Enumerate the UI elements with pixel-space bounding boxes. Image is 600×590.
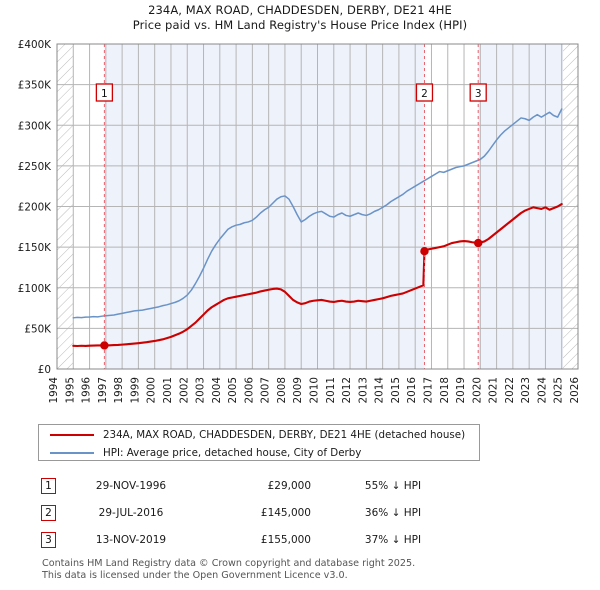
svg-text:£250K: £250K [18,161,52,173]
table-row: 3 13-NOV-2019 £155,000 37% ↓ HPI [41,526,471,553]
title-line-1: 234A, MAX ROAD, CHADDESDEN, DERBY, DE21 … [148,3,452,17]
svg-text:2006: 2006 [243,377,255,403]
svg-text:1996: 1996 [81,377,93,403]
svg-text:2010: 2010 [309,377,321,403]
svg-text:£350K: £350K [18,80,52,92]
legend-item-hpi: HPI: Average price, detached house, City… [39,444,479,461]
svg-text:1994: 1994 [48,377,60,404]
svg-text:2020: 2020 [471,377,483,403]
price-history-chart: £0 £50K £100K £150K £200K £250K £300K £350K £400… [18,39,581,404]
svg-text:£150K: £150K [18,242,52,254]
svg-text:2013: 2013 [357,377,369,403]
svg-text:2011: 2011 [325,377,337,403]
svg-text:2: 2 [421,88,428,100]
svg-text:2018: 2018 [439,377,451,403]
svg-text:1997: 1997 [97,377,109,403]
svg-text:2019: 2019 [455,377,467,403]
svg-text:£400K: £400K [18,39,52,51]
svg-text:2005: 2005 [227,377,239,403]
sale-date: 29-JUL-2016 [98,506,164,519]
table-row: 1 29-NOV-1996 £29,000 55% ↓ HPI [41,472,471,499]
svg-text:2001: 2001 [162,377,174,403]
svg-text:2016: 2016 [406,377,418,403]
svg-text:2004: 2004 [211,377,223,404]
legend-swatch-hpi [50,451,94,454]
legend-label-hpi: HPI: Average price, detached house, City… [103,446,362,459]
sale-price: £145,000 [260,506,311,519]
svg-text:£200K: £200K [18,202,52,214]
svg-text:2026: 2026 [569,377,581,403]
table-row: 2 29-JUL-2016 £145,000 36% ↓ HPI [41,499,471,526]
svg-text:1: 1 [101,88,108,100]
chart-legend: 234A, MAX ROAD, CHADDESDEN, DERBY, DE21 … [38,424,480,461]
svg-text:2002: 2002 [178,377,190,403]
svg-text:2025: 2025 [553,377,565,403]
sale-index-badge: 1 [41,477,56,494]
svg-text:1998: 1998 [113,377,125,403]
svg-text:1995: 1995 [64,377,76,403]
sale-index-badge: 3 [41,531,56,548]
footer-line-2: This data is licensed under the Open Gov… [42,569,348,581]
sale-hpi-delta: 55% ↓ HPI [364,479,422,492]
title-line-2: Price paid vs. HM Land Registry's House … [132,18,468,32]
footer-line-1: Contains HM Land Registry data © Crown c… [42,558,416,569]
attribution-footer: Contains HM Land Registry data © Crown c… [42,558,582,581]
sale-date: 13-NOV-2019 [95,533,167,546]
svg-text:£100K: £100K [18,283,52,295]
svg-text:2000: 2000 [146,377,158,403]
legend-swatch-property [50,433,94,436]
svg-text:3: 3 [475,88,482,100]
legend-label-property: 234A, MAX ROAD, CHADDESDEN, DERBY, DE21 … [103,428,466,441]
svg-text:£0: £0 [38,364,51,376]
svg-text:£300K: £300K [18,120,52,132]
svg-text:2003: 2003 [195,377,207,403]
sale-hpi-delta: 37% ↓ HPI [364,533,422,546]
svg-text:2009: 2009 [292,377,304,403]
svg-text:2023: 2023 [520,377,532,403]
svg-text:2014: 2014 [374,377,386,404]
svg-text:2008: 2008 [276,377,288,403]
sale-hpi-delta: 36% ↓ HPI [364,506,422,519]
legend-item-property: 234A, MAX ROAD, CHADDESDEN, DERBY, DE21 … [39,426,479,443]
svg-text:1999: 1999 [129,377,141,403]
chart-title: 234A, MAX ROAD, CHADDESDEN, DERBY, DE21 … [0,3,600,33]
sale-price: £29,000 [267,479,311,492]
svg-text:2012: 2012 [341,377,353,403]
sale-date: 29-NOV-1996 [95,479,167,492]
svg-text:2024: 2024 [536,377,548,404]
svg-text:2007: 2007 [260,377,272,403]
svg-text:£50K: £50K [24,323,52,335]
svg-text:2015: 2015 [390,377,402,403]
sale-price: £155,000 [260,533,311,546]
svg-text:2021: 2021 [488,377,500,403]
svg-text:2017: 2017 [422,377,434,403]
sale-index-badge: 2 [41,504,56,521]
svg-text:2022: 2022 [504,377,516,403]
sales-table: 1 29-NOV-1996 £29,000 55% ↓ HPI 2 29-JUL… [41,472,471,553]
